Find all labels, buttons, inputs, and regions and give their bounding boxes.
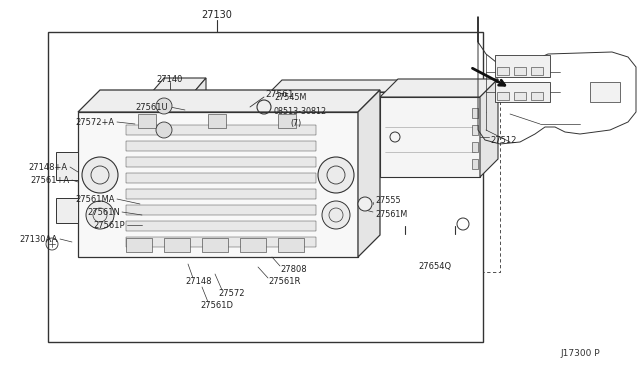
Polygon shape [152,78,206,92]
Bar [126,173,316,183]
Bar [278,238,304,252]
Bar [126,157,316,167]
Text: 27561P: 27561P [93,221,125,230]
Bar [395,123,403,129]
Bar [126,221,316,231]
Text: 27561MA: 27561MA [76,195,115,203]
Bar [472,125,478,135]
Circle shape [156,122,172,138]
Bar [278,114,296,128]
Text: 27808: 27808 [280,266,307,275]
Text: 27561: 27561 [265,90,294,99]
Bar [126,125,316,135]
Text: 08513-30812: 08513-30812 [274,106,327,115]
Bar [240,238,266,252]
Text: 27512: 27512 [490,135,516,144]
Text: 27130: 27130 [202,10,232,20]
Bar [472,108,478,118]
Text: 27545M: 27545M [274,93,307,102]
Bar [531,67,543,75]
Text: 27654Q: 27654Q [418,263,451,272]
Text: J17300 P: J17300 P [561,350,600,359]
Text: 27561U: 27561U [136,103,168,112]
Bar [395,114,403,120]
Bar [395,96,403,102]
Bar [56,152,78,180]
Bar [126,237,316,247]
Bar [472,159,478,169]
Bar [126,205,316,215]
Polygon shape [270,80,407,92]
Text: 27561+A: 27561+A [31,176,70,185]
Text: 27572+A: 27572+A [76,118,115,126]
Text: 27561R: 27561R [268,278,300,286]
Polygon shape [358,90,380,257]
Bar [514,67,526,75]
Bar [126,141,316,151]
Bar [56,198,78,223]
Polygon shape [380,79,498,97]
Text: 27561N: 27561N [87,208,120,217]
Bar [126,189,316,199]
Bar [395,105,403,111]
Bar [208,114,226,128]
Bar [126,238,152,252]
Text: 27148: 27148 [185,278,211,286]
Bar [78,112,358,257]
Bar [495,82,550,102]
Text: 27561D: 27561D [200,301,233,311]
Bar [270,92,395,144]
Circle shape [86,201,114,229]
Circle shape [358,197,372,211]
Bar [138,114,156,128]
Bar [514,92,526,100]
Bar [48,32,483,342]
Bar [495,55,550,77]
Text: 27148+A: 27148+A [29,163,68,171]
Text: (7): (7) [290,119,301,128]
Text: 27555: 27555 [375,196,401,205]
Bar [152,92,194,144]
Bar [202,238,228,252]
Bar [497,67,509,75]
Circle shape [156,98,172,114]
Circle shape [82,157,118,193]
Bar [472,142,478,152]
Bar [164,238,190,252]
Text: 27572: 27572 [218,289,244,298]
Polygon shape [480,79,498,177]
Bar [531,92,543,100]
Polygon shape [194,78,206,144]
Bar [142,112,152,126]
Bar [395,132,403,138]
Text: 27561M: 27561M [375,209,407,218]
Text: 27130AA: 27130AA [20,234,58,244]
Bar [590,82,620,102]
Circle shape [318,157,354,193]
Bar [380,97,480,177]
Bar [497,92,509,100]
Polygon shape [78,90,380,112]
Text: 27140: 27140 [157,74,183,83]
Polygon shape [395,80,407,144]
Circle shape [322,201,350,229]
